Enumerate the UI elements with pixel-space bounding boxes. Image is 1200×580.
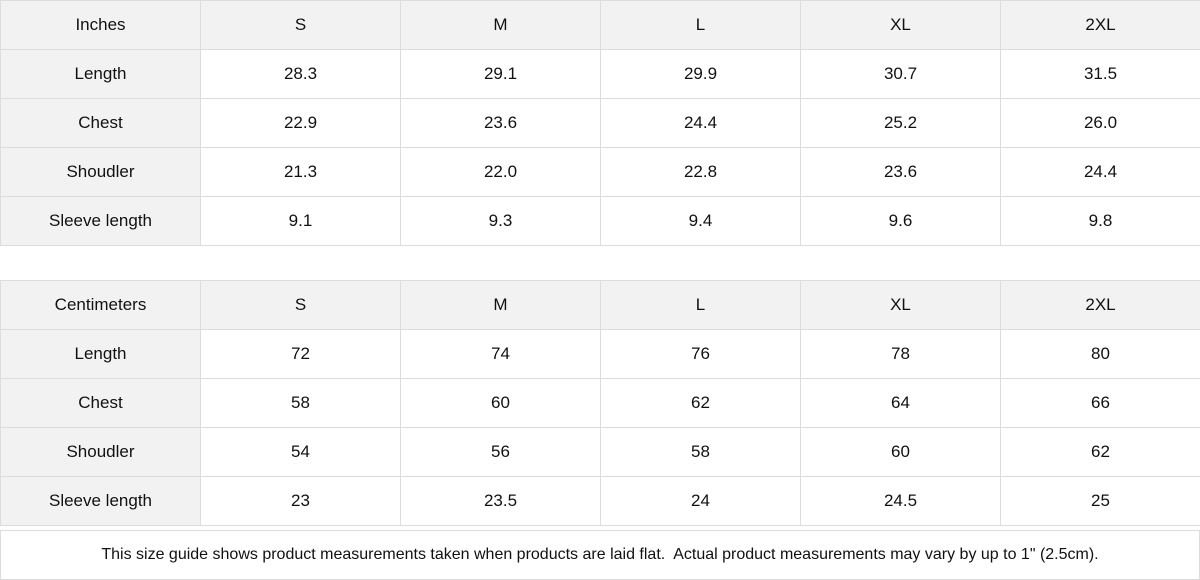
measurement-value: 24.4 [600, 98, 801, 148]
table-row: Sleeve length 23 23.5 24 24.5 25 [0, 476, 1200, 526]
measurement-value: 9.4 [600, 196, 801, 246]
size-header-cell: L [600, 0, 801, 50]
measurement-value: 62 [600, 378, 801, 428]
measurement-value: 24.4 [1000, 147, 1200, 197]
size-table-inches: Inches S M L XL 2XL Length 28.3 29.1 29.9 30.7 31.5… [0, 0, 1200, 246]
measurement-value: 78 [800, 329, 1001, 379]
size-header-cell: L [600, 280, 801, 330]
measurement-label: Length [0, 329, 201, 379]
measurement-value: 31.5 [1000, 49, 1200, 99]
measurement-value: 60 [800, 427, 1001, 477]
table-row: Sleeve length 9.1 9.3 9.4 9.6 9.8 [0, 196, 1200, 246]
size-header-cell: S [200, 0, 401, 50]
measurement-label: Chest [0, 98, 201, 148]
measurement-value: 58 [600, 427, 801, 477]
measurement-value: 60 [400, 378, 601, 428]
table-row: Chest 22.9 23.6 24.4 25.2 26.0 [0, 98, 1200, 148]
table-row: Shoudler 54 56 58 60 62 [0, 427, 1200, 477]
measurement-label: Length [0, 49, 201, 99]
size-header-cell: M [400, 280, 601, 330]
footer-note-text: This size guide shows product measuremen… [101, 546, 1099, 563]
table-row: Length 28.3 29.1 29.9 30.7 31.5 [0, 49, 1200, 99]
measurement-value: 30.7 [800, 49, 1001, 99]
size-header-cell: XL [800, 280, 1001, 330]
measurement-value: 62 [1000, 427, 1200, 477]
table-row: Length 72 74 76 78 80 [0, 329, 1200, 379]
measurement-label: Shoudler [0, 427, 201, 477]
measurement-value: 29.1 [400, 49, 601, 99]
measurement-value: 74 [400, 329, 601, 379]
measurement-value: 58 [200, 378, 401, 428]
table-row: Shoudler 21.3 22.0 22.8 23.6 24.4 [0, 147, 1200, 197]
size-table-centimeters: Centimeters S M L XL 2XL Length 72 74 76 78 80 Chest… [0, 280, 1200, 526]
measurement-label: Chest [0, 378, 201, 428]
unit-header-cell: Centimeters [0, 280, 201, 330]
measurement-value: 28.3 [200, 49, 401, 99]
header-row: Centimeters S M L XL 2XL [0, 280, 1200, 330]
measurement-value: 21.3 [200, 147, 401, 197]
measurement-value: 29.9 [600, 49, 801, 99]
measurement-value: 9.3 [400, 196, 601, 246]
measurement-value: 22.8 [600, 147, 801, 197]
measurement-value: 22.0 [400, 147, 601, 197]
measurement-value: 24 [600, 476, 801, 526]
size-header-cell: 2XL [1000, 0, 1200, 50]
measurement-value: 64 [800, 378, 1001, 428]
measurement-value: 26.0 [1000, 98, 1200, 148]
size-guide-note: This size guide shows product measuremen… [0, 530, 1200, 580]
measurement-value: 9.1 [200, 196, 401, 246]
measurement-value: 23.6 [400, 98, 601, 148]
header-row: Inches S M L XL 2XL [0, 0, 1200, 50]
measurement-value: 25 [1000, 476, 1200, 526]
measurement-value: 23 [200, 476, 401, 526]
measurement-value: 23.5 [400, 476, 601, 526]
unit-header-cell: Inches [0, 0, 201, 50]
size-header-cell: XL [800, 0, 1001, 50]
measurement-value: 76 [600, 329, 801, 379]
size-header-cell: M [400, 0, 601, 50]
measurement-label: Shoudler [0, 147, 201, 197]
measurement-value: 9.6 [800, 196, 1001, 246]
measurement-value: 56 [400, 427, 601, 477]
measurement-label: Sleeve length [0, 196, 201, 246]
size-header-cell: 2XL [1000, 280, 1200, 330]
table-row: Chest 58 60 62 64 66 [0, 378, 1200, 428]
measurement-value: 9.8 [1000, 196, 1200, 246]
measurement-value: 66 [1000, 378, 1200, 428]
measurement-label: Sleeve length [0, 476, 201, 526]
measurement-value: 54 [200, 427, 401, 477]
measurement-value: 22.9 [200, 98, 401, 148]
measurement-value: 23.6 [800, 147, 1001, 197]
size-header-cell: S [200, 280, 401, 330]
measurement-value: 72 [200, 329, 401, 379]
measurement-value: 24.5 [800, 476, 1001, 526]
measurement-value: 80 [1000, 329, 1200, 379]
measurement-value: 25.2 [800, 98, 1001, 148]
